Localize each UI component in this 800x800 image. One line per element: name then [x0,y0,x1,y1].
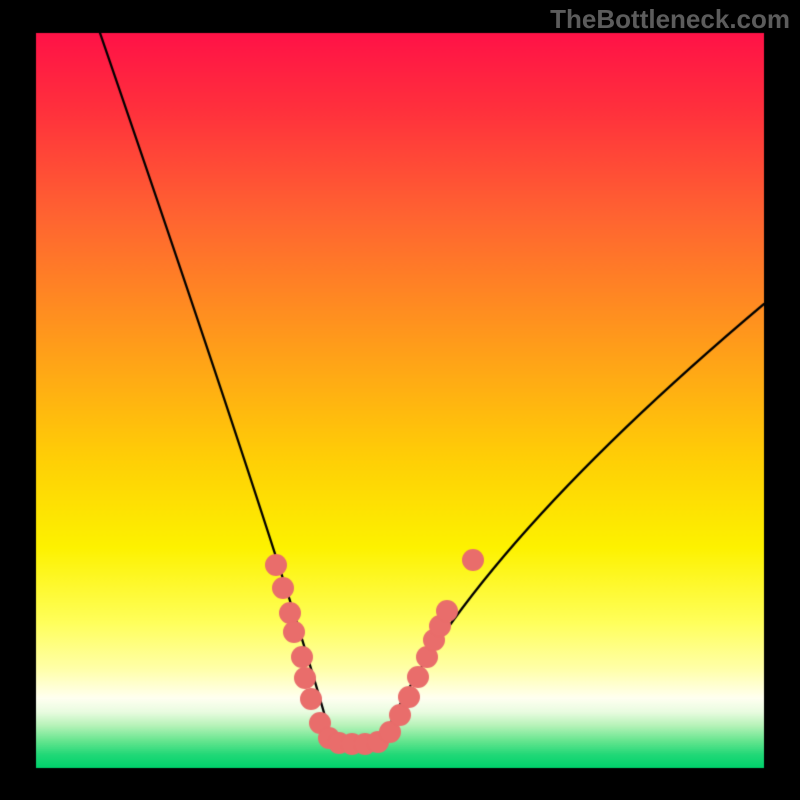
watermark-text: TheBottleneck.com [550,4,790,35]
bottleneck-chart [0,0,800,800]
